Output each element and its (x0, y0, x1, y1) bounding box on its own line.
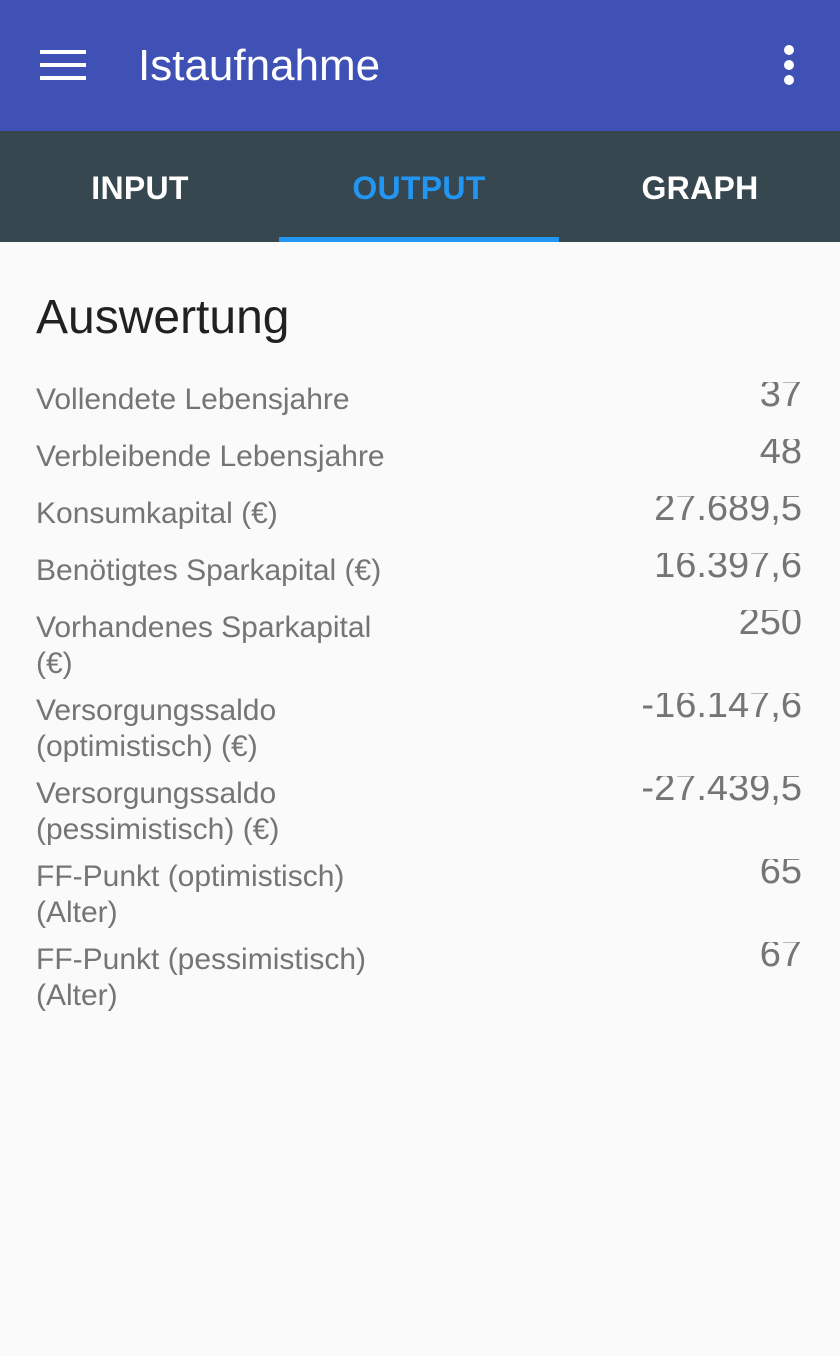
result-row: FF-Punkt (optimistisch) (Alter) 65 (36, 859, 802, 931)
result-label: Versorgungssaldo (optimistisch) (€) (36, 694, 277, 763)
result-value: 16.397,6 (654, 553, 802, 586)
result-value: 48 (759, 439, 802, 472)
result-label: Konsumkapital (€) (36, 497, 278, 530)
section-title: Auswertung (36, 291, 290, 344)
result-value: 250 (738, 610, 802, 643)
result-label: Vorhandenes Sparkapital (€) (36, 611, 372, 680)
result-row: Vollendete Lebensjahre 37 (36, 382, 802, 428)
result-row: Versorgungssaldo (pessimistisch) (€) -27… (36, 776, 802, 848)
tab-graph[interactable]: GRAPH (560, 131, 840, 242)
result-value: 27.689,5 (654, 496, 802, 529)
result-row: Konsumkapital (€) 27.689,5 (36, 496, 802, 542)
tab-bar: INPUT OUTPUT GRAPH (0, 131, 840, 242)
app-title: Istaufnahme (138, 41, 381, 90)
result-value: -27.439,5 (641, 776, 802, 809)
tab-graph-label: GRAPH (641, 170, 759, 206)
result-row: Verbleibende Lebensjahre 48 (36, 439, 802, 485)
tab-output[interactable]: OUTPUT (279, 131, 559, 242)
navigation-menu-button[interactable] (28, 34, 98, 98)
more-vert-icon (784, 45, 794, 85)
result-label: FF-Punkt (pessimistisch) (Alter) (36, 943, 367, 1012)
tab-active-indicator (279, 237, 559, 242)
hamburger-menu-icon (40, 50, 86, 80)
result-label: Versorgungssaldo (pessimistisch) (€) (36, 777, 280, 846)
tab-input[interactable]: INPUT (0, 131, 280, 242)
result-label: Verbleibende Lebensjahre (36, 440, 385, 473)
overflow-menu-button[interactable] (762, 34, 816, 98)
result-value: -16.147,6 (641, 693, 802, 726)
result-label: Benötigtes Sparkapital (€) (36, 554, 382, 587)
result-row: Benötigtes Sparkapital (€) 16.397,6 (36, 553, 802, 599)
result-label: Vollendete Lebensjahre (36, 383, 350, 416)
result-value: 67 (759, 942, 802, 975)
app-bar: Istaufnahme (0, 0, 840, 131)
tab-input-label: INPUT (91, 170, 189, 206)
result-value: 65 (759, 859, 802, 892)
tab-output-label: OUTPUT (352, 170, 486, 206)
result-value: 37 (759, 382, 802, 415)
result-row: Versorgungssaldo (optimistisch) (€) -16.… (36, 693, 802, 765)
result-label: FF-Punkt (optimistisch) (Alter) (36, 860, 345, 929)
result-row: Vorhandenes Sparkapital (€) 250 (36, 610, 802, 682)
result-row: FF-Punkt (pessimistisch) (Alter) 67 (36, 942, 802, 1014)
